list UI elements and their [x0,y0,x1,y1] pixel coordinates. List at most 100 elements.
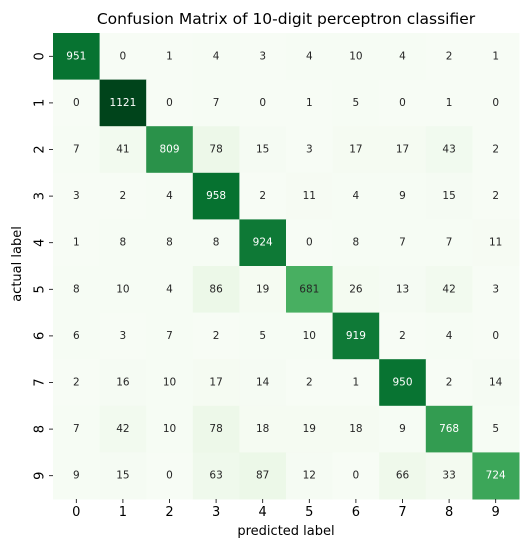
heatmap-cell [239,266,287,314]
heatmap-cell [332,219,380,267]
heatmap-cell [332,405,380,453]
heatmap-cell [425,266,473,314]
x-tick-label: 2 [165,505,173,520]
y-axis-ticks: 0 1 2 3 4 5 6 7 8 9 [33,52,53,480]
cell-value-label: 5 [353,97,360,109]
cell-value-label: 1 [306,97,313,109]
cell-value-label: 919 [346,330,366,342]
cell-value-label: 26 [349,283,363,295]
heatmap-cell [286,452,334,500]
heatmap-cell [379,126,427,174]
x-axis-ticks: 0 1 2 3 4 5 6 7 8 9 [72,499,500,520]
cell-value-label: 78 [209,423,222,435]
heatmap-cell [99,219,147,267]
heatmap-cell [146,126,194,174]
heatmap-cell [53,312,101,360]
heatmap-cell [53,33,101,81]
heatmap-cell [425,219,473,267]
cell-value-label: 19 [303,423,316,435]
cell-value-label: 15 [256,144,269,156]
heatmap-cell [379,405,427,453]
cell-value-label: 19 [256,283,269,295]
heatmap-cell [239,452,287,500]
cell-value-label: 4 [213,50,220,62]
heatmap-cell [472,405,520,453]
cell-value-label: 42 [116,423,129,435]
heatmap-cell [332,126,380,174]
cell-value-label: 2 [306,377,313,389]
cell-value-label: 17 [396,144,409,156]
heatmap-cell [472,172,520,220]
heatmap-cell [99,452,147,500]
cell-value-label: 681 [299,283,319,295]
heatmap-cell [425,452,473,500]
heatmap-cell [146,312,194,360]
cell-value-label: 18 [256,423,269,435]
heatmap-cell [146,33,194,81]
heatmap-cell [286,126,334,174]
cell-value-label: 16 [116,377,130,389]
cell-value-label: 0 [73,97,80,109]
cell-value-label: 2 [259,190,266,202]
heatmap-cell [99,405,147,453]
cell-value-label: 33 [442,470,455,482]
heatmap-cells [53,33,520,500]
heatmap-cell [192,452,240,500]
cell-value-label: 1 [353,377,360,389]
heatmap-cell [286,79,334,127]
heatmap-cell [192,266,240,314]
cell-value-label: 809 [159,144,179,156]
heatmap-cell [53,126,101,174]
heatmap-cell [425,172,473,220]
heatmap-cell [332,33,380,81]
heatmap-cell [472,126,520,174]
heatmap-cell [239,33,287,81]
heatmap-cell [379,79,427,127]
x-axis-label: predicted label [237,524,334,539]
cell-value-label: 14 [256,377,270,389]
y-tick-label: 3 [33,192,48,200]
cell-value-label: 2 [446,377,453,389]
heatmap-cell [53,266,101,314]
cell-value-label: 1 [446,97,453,109]
cell-value-label: 0 [353,470,360,482]
heatmap-cell [192,405,240,453]
cell-value-label: 17 [349,144,362,156]
heatmap-cell [53,359,101,407]
cell-value-label: 10 [349,50,362,62]
cell-value-label: 17 [209,377,222,389]
cell-value-label: 0 [492,97,499,109]
heatmap-cell [239,219,287,267]
cell-value-label: 7 [213,97,220,109]
heatmap-cell [99,33,147,81]
heatmap-cell [472,219,520,267]
x-tick-label: 0 [72,505,80,520]
heatmap-cell [472,266,520,314]
cell-value-label: 42 [442,283,455,295]
cell-value-label: 0 [492,330,499,342]
heatmap-cell [379,452,427,500]
heatmap-cell [239,172,287,220]
heatmap-cell [239,126,287,174]
heatmap-cell [425,405,473,453]
heatmap-cell [146,359,194,407]
cell-value-label: 7 [166,330,173,342]
cell-value-label: 15 [116,470,129,482]
cell-value-label: 4 [399,50,406,62]
heatmap-cell [332,79,380,127]
cell-value-label: 0 [259,97,266,109]
heatmap-cell [239,312,287,360]
cell-value-label: 15 [442,190,455,202]
cell-value-label: 10 [116,283,129,295]
heatmap-cell [332,172,380,220]
cell-value-label: 66 [396,470,410,482]
heatmap-cell [286,405,334,453]
x-tick-label: 5 [305,505,313,520]
cell-value-label: 724 [486,470,506,482]
heatmap-cell [146,219,194,267]
heatmap-cell [239,359,287,407]
heatmap-cell [192,312,240,360]
y-tick-label: 4 [33,239,48,247]
heatmap-cell [53,405,101,453]
